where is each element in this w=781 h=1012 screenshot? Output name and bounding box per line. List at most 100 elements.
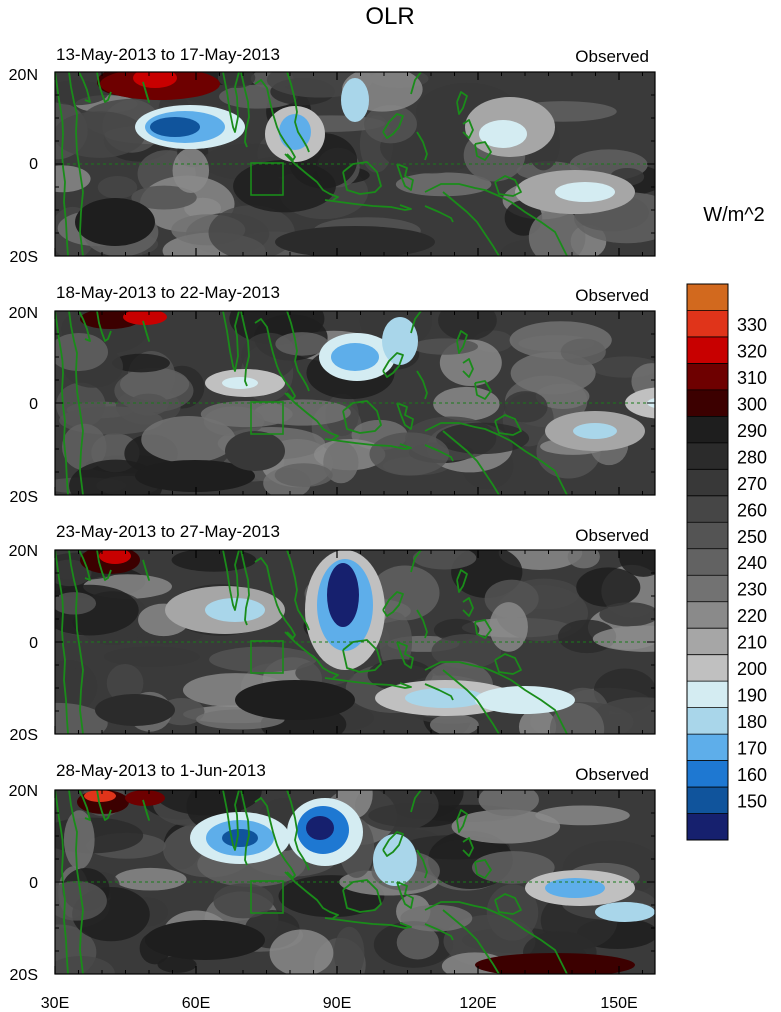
lon-label-90e: 90E [323,995,351,1012]
olr-contour-cell [412,550,477,570]
colorbar-swatch [687,442,728,470]
colorbar-swatch [687,628,728,655]
olr-contour-cell [61,423,107,471]
colorbar-swatch [687,787,728,814]
colorbar-swatch [687,681,728,708]
lon-label-150e: 150E [600,995,637,1012]
olr-contour-region [275,226,435,256]
colorbar-swatch [687,654,728,682]
olr-contour-cell [200,400,293,428]
colorbar-swatch [687,575,728,603]
panel-label: Observed [575,526,649,545]
olr-contour-cell [128,393,169,416]
olr-contour-region [235,680,355,720]
colorbar-level-label: 320 [737,341,767,361]
region-box [250,162,284,196]
olr-contour-region [99,550,131,564]
olr-contour-cell [106,663,144,703]
olr-contour-cell [528,209,586,256]
olr-contour-region [145,920,265,960]
lon-axis: 30E 60E 90E 120E 150E [41,995,638,1012]
olr-contour-cell [141,416,236,463]
olr-contour-cell [433,386,500,421]
colorbar-level-label: 330 [737,315,767,335]
olr-contour-cell [472,851,555,884]
panel-label: Observed [575,286,649,305]
olr-contour-cell [369,432,450,476]
olr-contour-region [135,460,255,492]
olr-contour-region [573,423,617,439]
colorbar: 330 320 310 300 290 280 270 260 250 240 230 220 210 2… [686,283,767,841]
olr-contour-cell [592,625,655,652]
olr-contour-cell [560,338,606,366]
olr-contour-region [382,317,418,365]
lat-label-20n: 20N [9,543,38,560]
olr-contour-cell [364,105,417,144]
olr-contour-region [95,694,175,726]
olr-contour-cell [157,956,197,973]
olr-contour-cell [103,646,200,667]
olr-contour-region [341,78,369,122]
olr-contour-cell [435,422,530,455]
olr-contour-cell [172,148,210,194]
colorbar-swatch [687,601,728,629]
olr-contour-region [331,343,379,371]
olr-contour-cell [213,883,274,919]
olr-contour-cell [400,904,473,932]
panel-1: 13-May-2013 to 17-May-2013 Observed 20N … [9,45,656,266]
olr-contour-cell [431,633,502,669]
panel-date-range: 13-May-2013 to 17-May-2013 [56,45,280,64]
colorbar-level-label: 160 [737,765,767,785]
panel-4: 28-May-2013 to 1-Jun-2013 Observed 20N 0… [9,761,656,984]
olr-contour-region [405,688,485,708]
olr-contour-region [475,953,635,974]
olr-contour-cell [153,790,262,816]
coastline-overlay [55,550,568,734]
olr-contour-cell [486,884,539,941]
olr-contour-region [555,182,615,202]
olr-contour-cell [478,790,539,817]
olr-contour-cell [518,708,557,734]
olr-contour-region [125,790,165,806]
coastline-overlay [55,311,568,495]
colorbar-swatch [687,813,728,841]
olr-contour-region [222,829,258,847]
panel-2: 18-May-2013 to 22-May-2013 Observed 20N … [9,283,656,506]
olr-contour-cell [429,714,479,734]
olr-contour-cell [589,697,655,734]
lat-label-0: 0 [29,396,38,413]
olr-contour-cell [69,459,163,495]
colorbar-level-label: 240 [737,553,767,573]
region-box [250,640,284,674]
olr-contour-region [225,431,285,471]
colorbar-level-label: 270 [737,474,767,494]
lat-label-20n: 20N [9,67,38,84]
colorbar-swatch [687,522,728,550]
region-box [250,401,284,435]
colorbar-swatch [687,336,728,364]
olr-contour-region [123,311,167,325]
colorbar-level-label: 170 [737,739,767,759]
colorbar-level-label: 200 [737,659,767,679]
lat-label-0: 0 [29,635,38,652]
colorbar-swatch [687,310,728,338]
olr-contour-cell [503,391,548,423]
olr-contour-region [84,790,116,802]
lat-label-20s: 20S [10,489,38,506]
olr-contour-cell [396,925,439,960]
olr-contour-cell [549,702,605,734]
olr-contour-region [373,834,417,886]
lon-label-30e: 30E [41,995,69,1012]
lat-label-20s: 20S [10,249,38,266]
lon-label-60e: 60E [182,995,210,1012]
olr-contour-cell [489,602,528,652]
colorbar-level-label: 150 [737,792,767,812]
colorbar-swatch [687,363,728,391]
colorbar-swatch [687,389,728,417]
olr-contour-cell [619,550,655,577]
panel-map [54,549,656,735]
olr-contour-cell [208,205,295,256]
olr-contour-region [306,816,334,840]
colorbar-swatch [687,495,728,523]
olr-contour-cell [379,612,413,672]
